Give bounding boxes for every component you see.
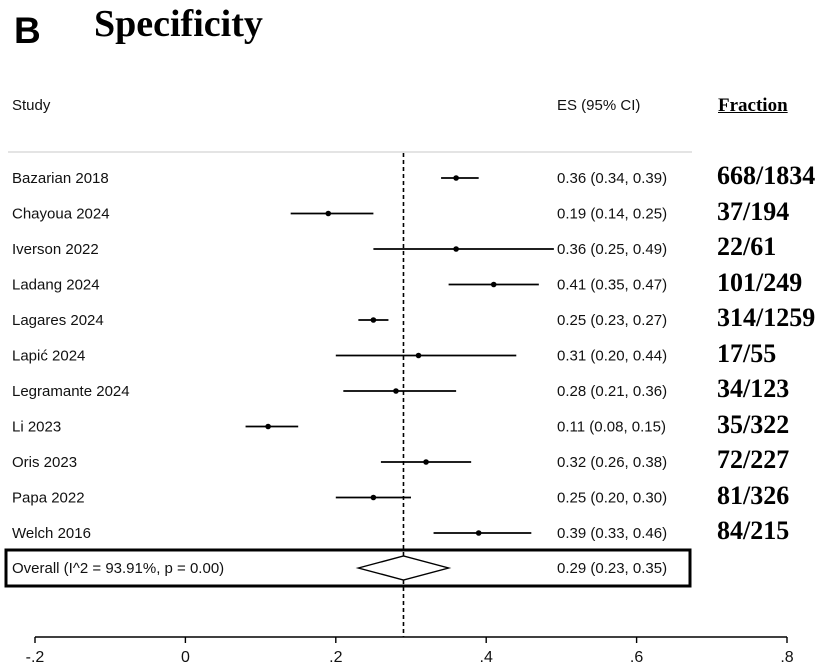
fraction-value: 35/322 — [717, 409, 790, 439]
point-estimate — [415, 352, 422, 359]
study-label: Chayoua 2024 — [12, 206, 110, 223]
study-label: Lapić 2024 — [12, 348, 85, 365]
fraction-value: 34/123 — [717, 374, 790, 403]
study-es-label: 0.19 (0.14, 0.25) — [557, 206, 667, 223]
column-header-study: Study — [12, 97, 51, 114]
fraction-value: 314/1259 — [717, 303, 816, 332]
study-label: Iverson 2022 — [12, 241, 99, 258]
point-estimate — [453, 175, 459, 181]
study-label: Li 2023 — [12, 419, 61, 436]
overall-diamond — [355, 555, 452, 581]
overall-es-label: 0.29 (0.23, 0.35) — [557, 560, 667, 577]
study-es-label: 0.39 (0.33, 0.46) — [557, 525, 667, 542]
x-tick-label: 0 — [181, 649, 190, 666]
point-estimate — [370, 494, 377, 501]
study-label: Legramante 2024 — [12, 383, 130, 400]
study-es-label: 0.36 (0.25, 0.49) — [557, 241, 667, 258]
point-estimate — [490, 281, 497, 288]
study-label: Oris 2023 — [12, 454, 77, 471]
x-tick-label: -.2 — [26, 649, 45, 666]
fraction-value: 84/215 — [717, 516, 790, 545]
point-estimate — [325, 210, 332, 217]
point-estimate — [475, 530, 482, 536]
point-estimate — [370, 317, 377, 323]
study-label: Lagares 2024 — [12, 312, 104, 329]
study-label: Ladang 2024 — [12, 277, 100, 294]
study-es-label: 0.25 (0.20, 0.30) — [557, 490, 667, 507]
fraction-value: 81/326 — [717, 480, 790, 510]
x-tick-label: .2 — [329, 649, 342, 666]
study-label: Papa 2022 — [12, 490, 85, 507]
study-es-label: 0.31 (0.20, 0.44) — [557, 348, 667, 365]
panel-letter: B — [14, 10, 41, 51]
point-estimate — [423, 459, 429, 465]
column-header-es: ES (95% CI) — [557, 97, 641, 114]
fraction-value: 37/194 — [717, 196, 790, 226]
x-tick-label: .4 — [480, 649, 493, 666]
column-header-fraction: Fraction — [718, 95, 788, 116]
point-estimate — [265, 423, 271, 430]
study-es-label: 0.41 (0.35, 0.47) — [557, 277, 667, 294]
fraction-value: 72/227 — [717, 445, 790, 474]
study-es-label: 0.11 (0.08, 0.15) — [557, 419, 666, 436]
chart-title: Specificity — [94, 3, 263, 45]
fraction-value: 17/55 — [717, 338, 777, 368]
study-label: Bazarian 2018 — [12, 170, 109, 187]
study-es-label: 0.25 (0.23, 0.27) — [557, 312, 667, 329]
point-estimate — [453, 246, 459, 252]
fraction-value: 101/249 — [717, 267, 803, 297]
x-tick-label: .8 — [780, 649, 793, 666]
point-estimate — [393, 388, 399, 394]
overall-box — [4, 548, 692, 588]
study-label: Welch 2016 — [12, 525, 91, 542]
study-es-label: 0.36 (0.34, 0.39) — [557, 170, 667, 187]
fraction-value: 22/61 — [717, 232, 777, 261]
overall-label: Overall (I^2 = 93.91%, p = 0.00) — [12, 560, 224, 577]
x-tick-label: .6 — [630, 649, 643, 666]
study-es-label: 0.28 (0.21, 0.36) — [557, 383, 667, 400]
fraction-value: 668/1834 — [717, 161, 816, 190]
study-es-label: 0.32 (0.26, 0.38) — [557, 454, 667, 471]
